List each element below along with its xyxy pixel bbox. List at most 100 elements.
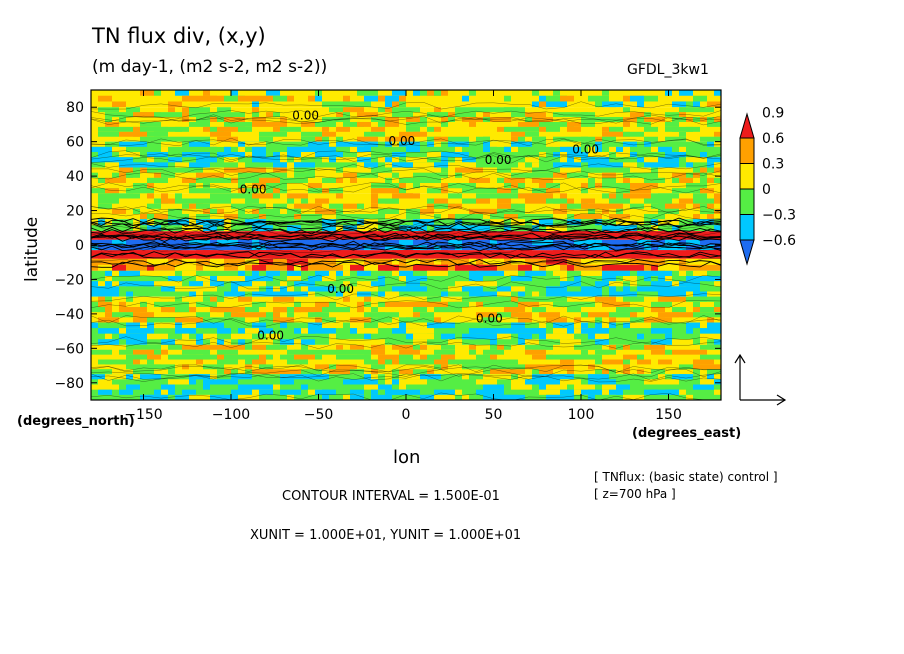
field-cell [343, 281, 350, 287]
y-tick-label: 20 [66, 204, 84, 220]
field-cell [637, 239, 644, 245]
field-cell [329, 364, 336, 370]
field-cell [588, 208, 595, 214]
field-cell [154, 90, 161, 96]
field-cell [350, 264, 364, 271]
field-cell [196, 117, 217, 122]
field-cell [532, 117, 553, 122]
field-cell [182, 264, 196, 271]
field-cell [119, 254, 140, 259]
field-cell [679, 177, 693, 183]
field-cell [161, 141, 175, 147]
field-cell [707, 276, 721, 282]
field-cell [602, 203, 623, 209]
field-cell [686, 101, 693, 108]
field-cell [91, 374, 112, 380]
field-cell [637, 101, 644, 108]
field-cell [483, 364, 504, 370]
field-cell [714, 374, 721, 380]
field-cell [112, 270, 119, 276]
field-cell [469, 177, 490, 183]
field-cell [357, 349, 371, 355]
field-cell [140, 344, 147, 350]
field-cell [553, 112, 574, 118]
field-cell [371, 183, 385, 189]
field-cell [259, 95, 273, 102]
field-cell [560, 301, 581, 307]
field-cell [560, 339, 581, 345]
field-cell [133, 328, 154, 334]
field-cell [385, 167, 392, 173]
field-cell [609, 317, 616, 323]
field-cell [336, 193, 343, 199]
field-cell [630, 312, 637, 318]
field-cell [259, 152, 266, 158]
field-cell [455, 157, 462, 163]
contour-line [91, 220, 721, 228]
field-cell [525, 126, 532, 132]
field-cell [301, 369, 308, 375]
field-cell [679, 146, 686, 152]
contour-line [91, 251, 721, 259]
field-cell [420, 264, 427, 271]
field-cell [651, 167, 658, 173]
field-cell [245, 126, 252, 132]
field-cell [602, 208, 609, 214]
field-cell [126, 333, 147, 340]
field-cell [609, 214, 630, 220]
field-cell [679, 270, 686, 276]
field-cell [609, 281, 623, 287]
field-cell [259, 328, 273, 334]
field-cell [224, 95, 245, 102]
field-cell [483, 369, 490, 375]
field-cell [329, 339, 350, 345]
field-cell [406, 301, 427, 307]
field-cell [497, 374, 504, 380]
field-cell [371, 369, 378, 375]
field-cell [413, 193, 420, 199]
field-cell [168, 354, 189, 360]
contour-line [91, 293, 721, 302]
field-cell [455, 107, 476, 113]
field-cell [308, 328, 322, 334]
contour-line [91, 205, 721, 214]
field-cell [217, 107, 231, 113]
field-cell [154, 112, 175, 118]
field-cell [602, 349, 616, 355]
field-cell [420, 208, 434, 214]
field-cell [203, 354, 210, 360]
field-cell [238, 264, 245, 271]
field-cell [308, 203, 322, 209]
y-tick-label: 40 [66, 169, 84, 185]
field-cell [112, 193, 133, 199]
contour-line [91, 219, 721, 227]
field-cell [329, 203, 343, 209]
field-cell [315, 349, 322, 355]
field-cell [518, 107, 525, 113]
field-cell [511, 131, 525, 137]
field-cell [399, 359, 420, 365]
contour-interval-text: CONTOUR INTERVAL = 1.500E-01 [282, 489, 500, 504]
field-cell [371, 394, 392, 400]
field-cell [126, 172, 140, 178]
field-cell [399, 131, 420, 137]
colorbar-label: 0.6 [762, 131, 784, 147]
field-cell [714, 364, 721, 370]
x-tick-label: 150 [655, 407, 682, 423]
field-cell [266, 270, 273, 276]
field-cell [280, 296, 287, 302]
field-cell [385, 95, 399, 102]
field-cell [245, 245, 252, 251]
field-cell [357, 136, 378, 142]
field-cell [595, 167, 616, 173]
field-cell [140, 364, 161, 370]
field-cell [210, 286, 217, 292]
field-cell [602, 177, 616, 183]
field-cell [693, 193, 707, 199]
field-cell [350, 322, 364, 329]
field-cell [511, 172, 532, 178]
field-cell [105, 339, 119, 345]
field-cell [490, 339, 497, 345]
field-cell [469, 254, 476, 259]
